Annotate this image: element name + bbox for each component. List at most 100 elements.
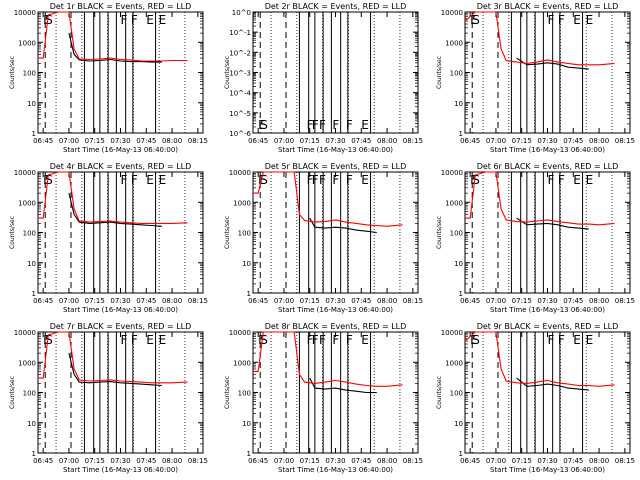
- y-tick-label: 100: [23, 390, 36, 398]
- marker-label: E: [258, 118, 266, 132]
- y-tick-label: 100: [450, 230, 463, 238]
- marker-label: E: [159, 333, 167, 347]
- x-tick-label: 07:45: [351, 137, 371, 145]
- y-tick-label: 10000: [14, 329, 36, 337]
- x-tick-label: 07:30: [325, 457, 345, 465]
- x-tick-label: 06:45: [33, 457, 53, 465]
- panel-title: Det 8r BLACK = Events, RED = LLD: [265, 322, 407, 331]
- marker-label: F: [332, 173, 339, 187]
- y-tick-label: 1000: [233, 199, 251, 207]
- x-tick-label: 07:15: [512, 297, 532, 305]
- marker-label: F: [131, 333, 138, 347]
- x-tick-label: 08:00: [162, 297, 182, 305]
- marker-label: F: [332, 118, 339, 132]
- marker-label: E: [361, 333, 369, 347]
- y-tick-label: 10^-6: [229, 130, 251, 138]
- marker-label: F: [319, 333, 326, 347]
- x-tick-label: 07:15: [300, 457, 320, 465]
- marker-label: F: [319, 118, 326, 132]
- y-tick-label: 10: [454, 420, 463, 428]
- x-tick-label: 06:45: [460, 297, 480, 305]
- panel-title: Det 9r BLACK = Events, RED = LLD: [477, 322, 619, 331]
- marker-label: S: [472, 173, 480, 187]
- marker-label: S: [45, 173, 53, 187]
- x-tick-label: 07:00: [274, 297, 294, 305]
- marker-label: F: [346, 173, 353, 187]
- plot-frame: [37, 171, 204, 294]
- x-tick-label: 08:00: [377, 297, 397, 305]
- x-tick-label: 07:30: [110, 137, 130, 145]
- marker-label: S: [260, 333, 268, 347]
- marker-label: E: [470, 173, 478, 187]
- marker-label: E: [470, 333, 478, 347]
- y-tick-label: 1000: [233, 359, 251, 367]
- x-tick-label: 07:00: [59, 297, 79, 305]
- x-tick-label: 06:45: [460, 457, 480, 465]
- plot-frame: [252, 171, 419, 294]
- x-tick-label: 08:15: [188, 137, 208, 145]
- y-axis-title: Counts/sec: [9, 56, 16, 89]
- y-tick-label: 1000: [18, 39, 36, 47]
- x-tick-label: 08:00: [589, 137, 609, 145]
- marker-label: F: [312, 118, 319, 132]
- x-tick-label: 08:00: [589, 297, 609, 305]
- marker-label: E: [43, 173, 51, 187]
- x-axis-title: Start Time (16-May-13 06:40:00): [490, 146, 605, 154]
- x-tick-label: 08:00: [377, 137, 397, 145]
- y-tick-label: 10^-5: [229, 110, 251, 118]
- events-series-line: [68, 192, 162, 227]
- x-axis-title: Start Time (16-May-13 06:40:00): [278, 466, 393, 474]
- y-tick-label: 10000: [229, 329, 251, 337]
- marker-label: F: [121, 13, 128, 27]
- y-axis-title: Counts/sec: [9, 216, 16, 249]
- x-axis-title: Start Time (16-May-13 06:40:00): [63, 306, 178, 314]
- x-tick-label: 07:45: [136, 297, 156, 305]
- marker-label: E: [258, 173, 266, 187]
- plot-frame: [464, 331, 631, 454]
- y-tick-label: 100: [23, 230, 36, 238]
- events-series-line: [309, 217, 377, 234]
- marker-label: E: [573, 333, 581, 347]
- y-tick-label: 10: [242, 260, 251, 268]
- lld-series-line: [464, 331, 615, 387]
- plot-frame: [464, 11, 631, 134]
- x-tick-label: 08:00: [162, 137, 182, 145]
- marker-label: F: [319, 173, 326, 187]
- x-axis-title: Start Time (16-May-13 06:40:00): [63, 466, 178, 474]
- x-tick-label: 06:45: [248, 137, 268, 145]
- y-axis-title: Counts/sec: [436, 216, 443, 249]
- y-tick-label: 10^-1: [229, 29, 251, 37]
- marker-label: F: [131, 173, 138, 187]
- marker-label: F: [312, 333, 319, 347]
- marker-label: E: [586, 13, 594, 27]
- x-tick-label: 07:30: [537, 297, 557, 305]
- x-tick-label: 07:15: [85, 457, 105, 465]
- panel-title: Det 6r BLACK = Events, RED = LLD: [477, 162, 619, 171]
- y-axis-title: Counts/sec: [224, 216, 231, 249]
- x-tick-label: 07:30: [325, 297, 345, 305]
- y-tick-label: 10000: [441, 329, 463, 337]
- marker-label: S: [45, 333, 53, 347]
- marker-label: F: [307, 333, 314, 347]
- y-tick-label: 100: [450, 70, 463, 78]
- y-axis-title: Counts/sec: [436, 56, 443, 89]
- plot-frame: [464, 171, 631, 294]
- lld-series-line: [253, 171, 403, 227]
- y-tick-label: 1: [32, 130, 36, 138]
- y-tick-label: 10^-3: [229, 70, 251, 78]
- x-tick-label: 06:45: [248, 457, 268, 465]
- y-tick-label: 10: [27, 420, 36, 428]
- y-tick-label: 100: [23, 70, 36, 78]
- y-tick-label: 1: [459, 450, 463, 458]
- marker-label: E: [470, 13, 478, 27]
- x-axis-title: Start Time (16-May-13 06:40:00): [490, 466, 605, 474]
- marker-label: E: [43, 13, 51, 27]
- y-tick-label: 10: [454, 100, 463, 108]
